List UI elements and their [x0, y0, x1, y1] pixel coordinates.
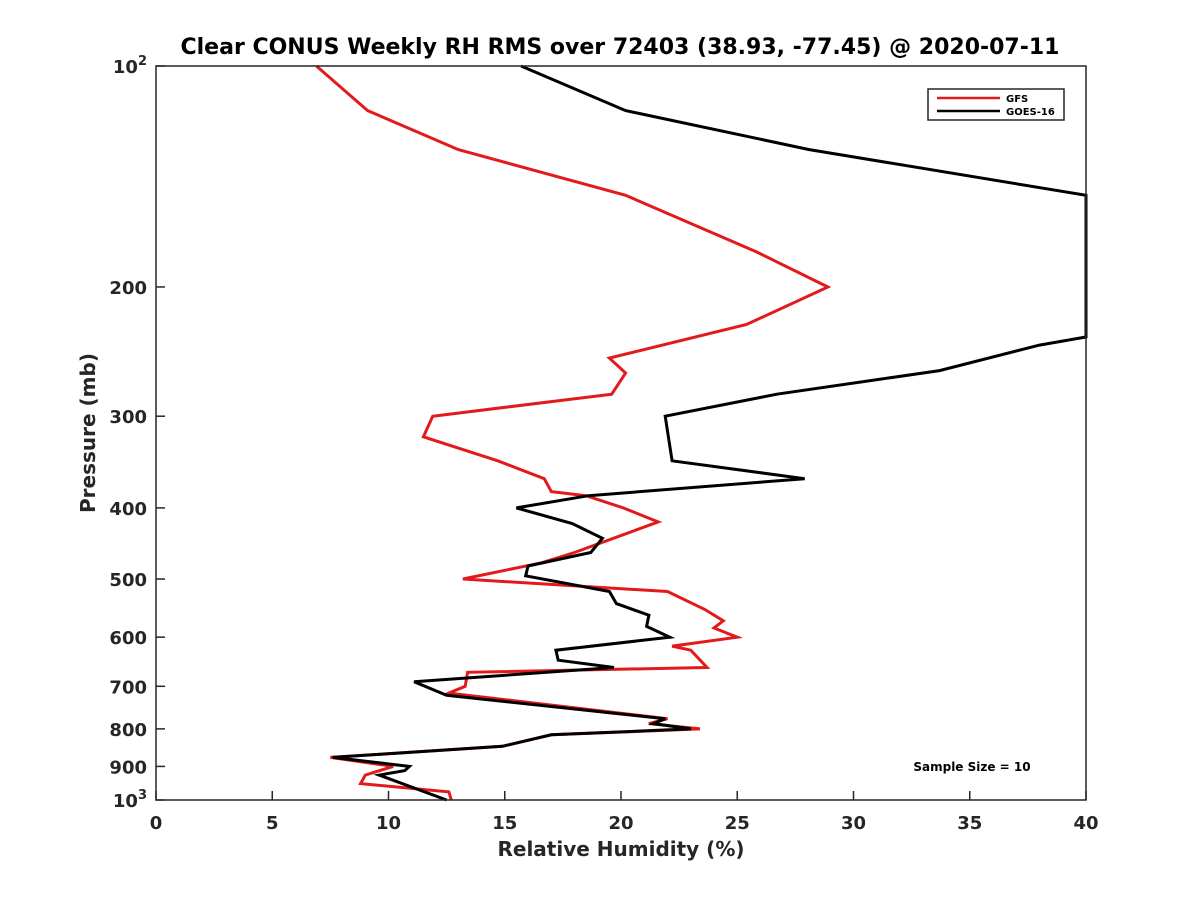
x-axis-label: Relative Humidity (%) — [497, 837, 744, 861]
x-tick-label: 25 — [725, 813, 750, 834]
plot-frame — [155, 65, 1087, 801]
series-layer — [315, 64, 1088, 802]
y-tick-label: 103 — [113, 788, 147, 812]
x-tick-label: 0 — [150, 813, 163, 834]
y-tick-label: 500 — [109, 570, 147, 591]
chart-title: Clear CONUS Weekly RH RMS over 72403 (38… — [181, 35, 1060, 60]
y-tick-label: 300 — [109, 407, 147, 428]
y-tick-label: 600 — [109, 628, 147, 649]
sample-size-annotation: Sample Size = 10 — [913, 760, 1030, 774]
x-tick-label: 35 — [957, 813, 982, 834]
legend-box — [927, 88, 1065, 121]
x-tick-label: 5 — [266, 813, 279, 834]
y-tick-label: 700 — [109, 677, 147, 698]
y-tick-label: 102 — [113, 54, 147, 78]
x-tick-label: 20 — [608, 813, 633, 834]
series-line-gfs — [315, 64, 832, 801]
y-axis-label: Pressure (mb) — [76, 353, 100, 513]
x-tick-label: 15 — [492, 813, 517, 834]
x-axis: 0 5 10 15 20 25 30 35 40 — [150, 791, 1099, 834]
y-axis: 102 200 300 400 500 600 700 800 900 103 — [109, 54, 165, 812]
y-tick-label: 400 — [109, 499, 147, 520]
legend-label-goes-16: GOES-16 — [1006, 107, 1055, 118]
y-tick-label: 800 — [109, 720, 147, 741]
legend-label-gfs: GFS — [1006, 94, 1028, 105]
y-tick-label: 900 — [109, 757, 147, 778]
series-line-goes-16 — [332, 64, 1088, 802]
x-tick-label: 10 — [376, 813, 401, 834]
y-tick-label: 200 — [109, 278, 147, 299]
legend: GFS GOES-16 — [927, 88, 1065, 121]
x-tick-label: 30 — [841, 813, 866, 834]
x-tick-label: 40 — [1073, 813, 1098, 834]
